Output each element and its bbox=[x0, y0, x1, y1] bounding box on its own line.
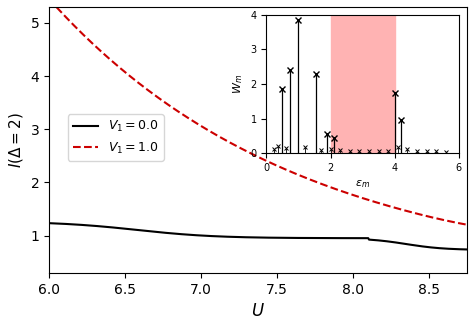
$V_1 = 1.0$ bbox=[389, 205, 394, 209]
Legend: $V_1 = 0.0$, $V_1 = 1.0$: $V_1 = 0.0$, $V_1 = 1.0$ bbox=[68, 114, 164, 161]
$V_1 = 1.0$ bbox=[295, 173, 301, 177]
$V_1 = 1.0$ bbox=[454, 221, 460, 225]
$V_1 = 1.0$ bbox=[247, 151, 253, 155]
Y-axis label: $I(\Delta=2)$: $I(\Delta=2)$ bbox=[7, 112, 25, 168]
$V_1 = 1.0$ bbox=[245, 150, 250, 154]
$V_1 = 0.0$ bbox=[464, 248, 470, 251]
$V_1 = 1.0$ bbox=[46, 0, 52, 1]
$V_1 = 0.0$ bbox=[273, 236, 278, 240]
$V_1 = 0.0$ bbox=[46, 221, 52, 225]
X-axis label: $U$: $U$ bbox=[251, 302, 265, 320]
$V_1 = 0.0$ bbox=[295, 236, 301, 240]
$V_1 = 0.0$ bbox=[245, 235, 250, 239]
$V_1 = 0.0$ bbox=[247, 235, 253, 239]
$V_1 = 1.0$ bbox=[464, 223, 470, 227]
Line: $V_1 = 0.0$: $V_1 = 0.0$ bbox=[49, 223, 467, 250]
Line: $V_1 = 1.0$: $V_1 = 1.0$ bbox=[49, 0, 467, 225]
$V_1 = 0.0$ bbox=[389, 240, 394, 244]
$V_1 = 0.0$ bbox=[454, 247, 460, 251]
$V_1 = 1.0$ bbox=[273, 163, 278, 167]
